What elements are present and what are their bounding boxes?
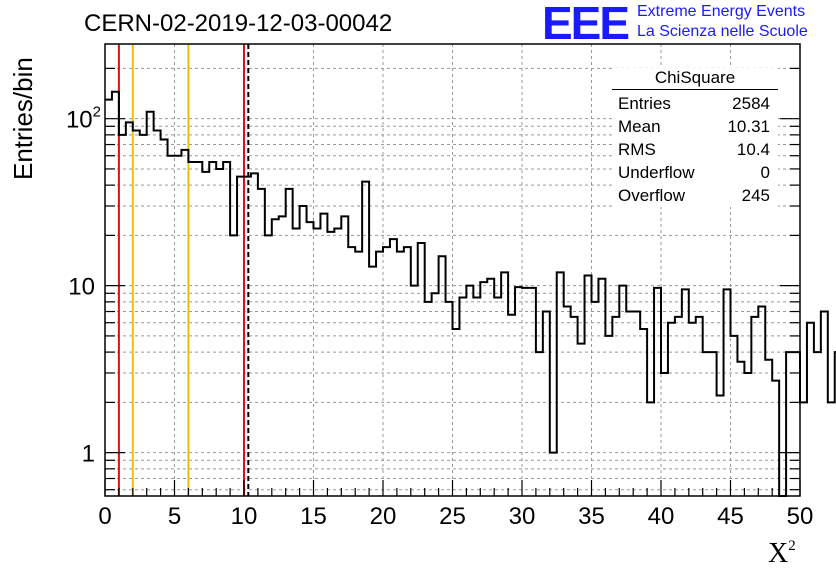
logo-line-1: Extreme Energy Events (637, 3, 806, 20)
x-tick-label: 50 (787, 503, 814, 530)
tick-labels: 0 5 10 15 20 25 30 35 40 45 50 1 10 102 (66, 104, 813, 530)
stats-value: 10.31 (727, 117, 770, 136)
x-tick-label: 40 (648, 503, 675, 530)
stats-label: Mean (618, 117, 661, 136)
histogram-series (105, 90, 836, 497)
x-tick-label: 25 (439, 503, 466, 530)
stats-box: ChiSquare Entries 2584 Mean 10.31 RMS 10.4 Und… (612, 68, 778, 207)
x-tick-label: 0 (98, 503, 111, 530)
stats-title: ChiSquare (612, 68, 778, 90)
y-tick-label: 102 (66, 104, 101, 134)
stats-value: 0 (760, 163, 770, 182)
run-title: CERN-02-2019-12-03-00042 (84, 10, 393, 37)
stats-value: 2584 (732, 94, 770, 113)
stats-value: 10.4 (736, 140, 770, 159)
stats-label: Underflow (618, 163, 695, 182)
stats-row-underflow: Underflow 0 (612, 161, 778, 184)
x-tick-label: 10 (231, 503, 258, 530)
stats-row-mean: Mean 10.31 (612, 115, 778, 138)
x-tick-label: 20 (370, 503, 397, 530)
stats-label: Overflow (618, 186, 686, 205)
x-axis-label: X2 (768, 538, 796, 570)
reference-lines (117, 44, 250, 496)
x-tick-label: 35 (578, 503, 605, 530)
x-axis-label-main: X (768, 538, 789, 569)
x-tick-label: 30 (509, 503, 536, 530)
x-axis-label-sup: 2 (788, 538, 796, 554)
stats-label: Entries (618, 94, 671, 113)
axis-ticks (104, 67, 801, 496)
eee-logo: EEE (542, 0, 630, 49)
x-tick-label: 5 (168, 503, 181, 530)
x-tick-label: 15 (300, 503, 327, 530)
stats-row-overflow: Overflow 245 (612, 184, 778, 207)
y-axis-label: Entries/bin (8, 57, 38, 180)
stats-label: RMS (618, 140, 656, 159)
y-tick-label: 1 (82, 441, 95, 468)
x-tick-label: 45 (717, 503, 744, 530)
grid (105, 44, 800, 496)
logo-line-2: La Scienza nelle Scuole (637, 23, 808, 40)
stats-value: 245 (741, 186, 770, 205)
stats-row-rms: RMS 10.4 (612, 138, 778, 161)
y-tick-label: 10 (68, 274, 95, 301)
histogram-step-line (105, 90, 836, 497)
logo-text: Extreme Energy Events La Scienza nelle S… (637, 2, 808, 42)
stats-row-entries: Entries 2584 (612, 92, 778, 115)
